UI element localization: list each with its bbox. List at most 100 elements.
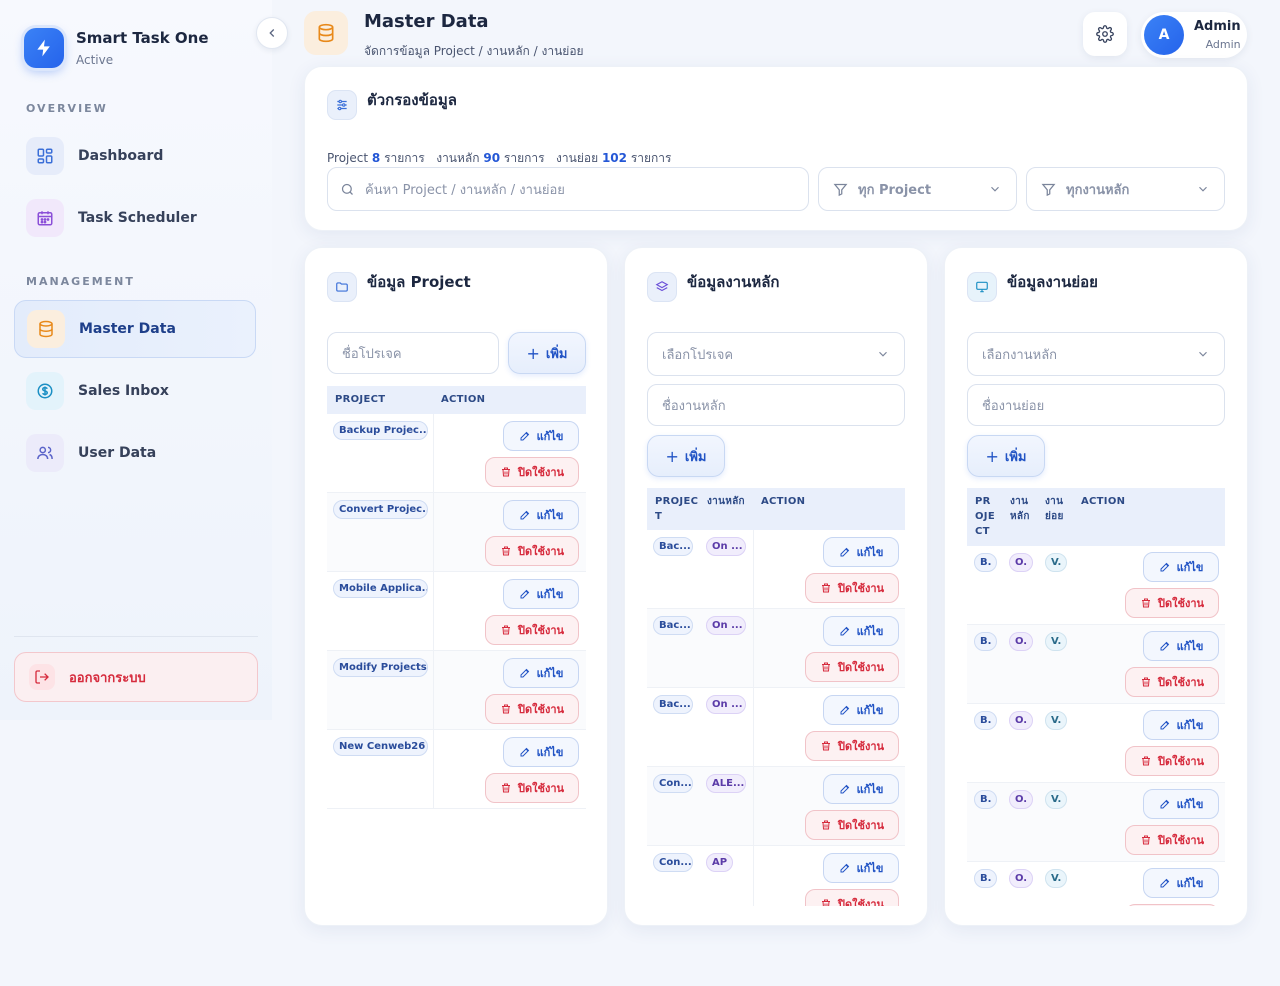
project-pill[interactable]: New Cenweb26 — [333, 737, 428, 756]
disable-button[interactable]: ปิดใช้งาน — [485, 536, 579, 566]
edit-button[interactable]: แก้ไข — [503, 579, 579, 609]
project-pill[interactable]: Con... — [653, 853, 693, 872]
main-task-pill[interactable]: O. — [1009, 869, 1034, 888]
collapse-sidebar-button[interactable] — [256, 17, 288, 49]
sub-task-pill[interactable]: V. — [1045, 553, 1068, 572]
edit-button[interactable]: แก้ไข — [823, 616, 899, 646]
edit-button[interactable]: แก้ไข — [1143, 631, 1219, 661]
disable-button[interactable]: ปิดใช้งาน — [485, 457, 579, 487]
sub-task-pill[interactable]: V. — [1045, 632, 1068, 651]
project-pill[interactable]: B. — [974, 711, 998, 730]
project-pill[interactable]: Modify Projects — [333, 658, 428, 677]
project-pill[interactable]: B. — [974, 869, 998, 888]
edit-button[interactable]: แก้ไข — [1143, 710, 1219, 740]
users-icon — [26, 434, 64, 472]
disable-label: ปิดใช้งาน — [517, 782, 565, 795]
project-pill[interactable]: Con... — [653, 774, 693, 793]
disable-button[interactable]: ปิดใช้งาน — [805, 810, 899, 840]
main-task-pill[interactable]: AP — [706, 853, 734, 872]
sub-task-pill[interactable]: V. — [1045, 711, 1068, 730]
main-task-pill[interactable]: On ... — [706, 616, 746, 635]
edit-label: แก้ไข — [856, 862, 884, 875]
disable-button[interactable]: ปิดใช้งาน — [485, 694, 579, 724]
project-pill[interactable]: Bac... — [653, 695, 693, 714]
disable-button[interactable]: ปิดใช้งาน — [805, 731, 899, 761]
main-task-name-input[interactable]: ชื่องานหลัก — [647, 384, 905, 426]
select-project-dropdown[interactable]: เลือกโปรเจค — [647, 332, 905, 376]
project-filter-select[interactable]: ทุก Project — [818, 167, 1017, 211]
main-task-pill[interactable]: ALE... — [706, 774, 746, 793]
disable-button[interactable]: ปิดใช้งาน — [1125, 588, 1219, 618]
add-project-button[interactable]: + เพิ่ม — [508, 332, 586, 374]
sidebar-item-label: Task Scheduler — [78, 210, 197, 226]
disable-button[interactable]: ปิดใช้งาน — [805, 889, 899, 906]
edit-button[interactable]: แก้ไข — [823, 774, 899, 804]
main-task-filter-select[interactable]: ทุกงานหลัก — [1026, 167, 1225, 211]
settings-button[interactable] — [1083, 12, 1127, 56]
sub-task-name-input[interactable]: ชื่องานย่อย — [967, 384, 1225, 426]
disable-button[interactable]: ปิดใช้งาน — [1125, 825, 1219, 855]
table-row: B. O. V. แก้ไขปิดใช้งาน — [967, 862, 1225, 906]
disable-button[interactable]: ปิดใช้งาน — [1125, 746, 1219, 776]
disable-button[interactable]: ปิดใช้งาน — [485, 615, 579, 645]
edit-button[interactable]: แก้ไข — [503, 500, 579, 530]
main-task-pill[interactable]: O. — [1009, 790, 1034, 809]
database-icon — [304, 11, 348, 55]
col-main-1: งาน — [1010, 496, 1029, 507]
main-task-pill[interactable]: O. — [1009, 632, 1034, 651]
stat-count: 102 — [601, 151, 627, 165]
sidebar-item-task-scheduler[interactable]: Task Scheduler — [14, 190, 256, 246]
stat-unit: รายการ — [503, 151, 545, 165]
project-pill[interactable]: Mobile Applica... — [333, 579, 428, 598]
trash-icon — [821, 583, 830, 593]
logout-button[interactable]: ออกจากระบบ — [14, 652, 258, 702]
disable-button[interactable]: ปิดใช้งาน — [805, 652, 899, 682]
edit-button[interactable]: แก้ไข — [503, 658, 579, 688]
main-task-pill[interactable]: On ... — [706, 695, 746, 714]
sidebar-item-dashboard[interactable]: Dashboard — [14, 128, 256, 184]
sub-task-pill[interactable]: V. — [1045, 869, 1068, 888]
project-pill[interactable]: B. — [974, 553, 998, 572]
edit-button[interactable]: แก้ไข — [823, 695, 899, 725]
project-pill[interactable]: Convert Projec... — [333, 500, 428, 519]
main-task-pill[interactable]: O. — [1009, 553, 1034, 572]
sidebar: Smart Task One Active OVERVIEW Dashboard… — [0, 0, 272, 720]
project-pill[interactable]: Bac... — [653, 616, 693, 635]
project-name-input[interactable]: ชื่อโปรเจค — [327, 332, 499, 374]
edit-button[interactable]: แก้ไข — [1143, 789, 1219, 819]
disable-button[interactable]: ปิดใช้งาน — [1125, 904, 1219, 906]
edit-button[interactable]: แก้ไข — [823, 853, 899, 883]
add-main-task-button[interactable]: + เพิ่ม — [647, 435, 725, 477]
project-pill[interactable]: B. — [974, 790, 998, 809]
edit-button[interactable]: แก้ไข — [503, 421, 579, 451]
sidebar-item-master-data[interactable]: Master Data — [14, 300, 256, 358]
sidebar-item-user-data[interactable]: User Data — [14, 425, 256, 481]
edit-label: แก้ไข — [1176, 798, 1204, 811]
col-project-1: PR — [975, 496, 991, 507]
edit-button[interactable]: แก้ไข — [823, 537, 899, 567]
table-row: Bac... On ... แก้ไขปิดใช้งาน — [647, 688, 905, 767]
disable-button[interactable]: ปิดใช้งาน — [805, 573, 899, 603]
sub-task-pill[interactable]: V. — [1045, 790, 1068, 809]
main-panel-title: ข้อมูลงานหลัก — [687, 273, 780, 291]
edit-button[interactable]: แก้ไข — [1143, 552, 1219, 582]
add-label: เพิ่ม — [1004, 449, 1027, 465]
project-pill[interactable]: Backup Projec... — [333, 421, 428, 440]
main-task-pill[interactable]: On ... — [706, 537, 746, 556]
brand[interactable]: Smart Task One Active — [24, 28, 209, 68]
edit-button[interactable]: แก้ไข — [1143, 868, 1219, 898]
add-sub-task-button[interactable]: + เพิ่ม — [967, 435, 1045, 477]
pencil-icon — [840, 705, 849, 715]
project-pill[interactable]: Bac... — [653, 537, 693, 556]
user-menu[interactable]: A Admin Admin — [1141, 12, 1247, 58]
disable-button[interactable]: ปิดใช้งาน — [1125, 667, 1219, 697]
main-task-pill[interactable]: O. — [1009, 711, 1034, 730]
select-main-task-dropdown[interactable]: เลือกงานหลัก — [967, 332, 1225, 376]
disable-button[interactable]: ปิดใช้งาน — [485, 773, 579, 803]
sliders-icon — [327, 90, 357, 120]
edit-button[interactable]: แก้ไข — [503, 737, 579, 767]
add-label: เพิ่ม — [684, 449, 707, 465]
sidebar-item-sales-inbox[interactable]: Sales Inbox — [14, 363, 256, 419]
project-pill[interactable]: B. — [974, 632, 998, 651]
search-input[interactable]: ค้นหา Project / งานหลัก / งานย่อย — [327, 167, 809, 211]
